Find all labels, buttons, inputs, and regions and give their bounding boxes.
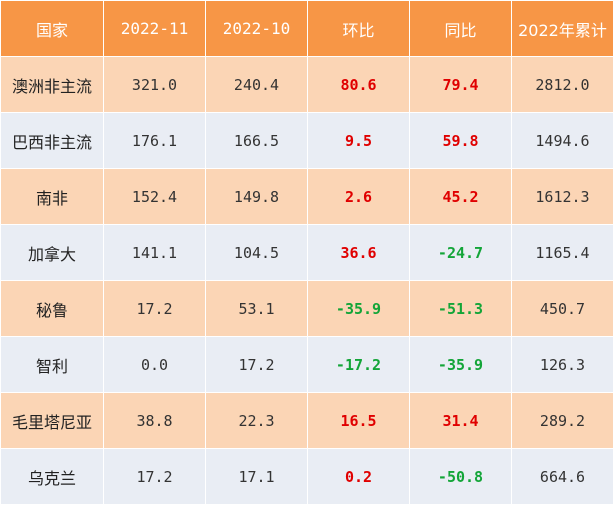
mom-cell: 16.5 (307, 392, 410, 449)
mom-cell: 9.5 (307, 112, 410, 169)
table-row: 智利 0.0 17.2 -17.2 -35.9 126.3 (0, 336, 614, 393)
country-cell: 巴西非主流 (0, 112, 104, 169)
oct-cell: 104.5 (205, 224, 308, 281)
nov-cell: 0.0 (103, 336, 206, 393)
mom-cell: -17.2 (307, 336, 410, 393)
country-cell: 智利 (0, 336, 104, 393)
ytd-cell: 126.3 (511, 336, 614, 393)
nov-cell: 321.0 (103, 56, 206, 113)
oct-cell: 166.5 (205, 112, 308, 169)
header-2022-10: 2022-10 (205, 0, 308, 57)
ytd-cell: 2812.0 (511, 56, 614, 113)
country-cell: 澳洲非主流 (0, 56, 104, 113)
table-row: 乌克兰 17.2 17.1 0.2 -50.8 664.6 (0, 448, 614, 505)
table-row: 南非 152.4 149.8 2.6 45.2 1612.3 (0, 168, 614, 225)
yoy-cell: -50.8 (409, 448, 512, 505)
country-cell: 南非 (0, 168, 104, 225)
mom-cell: -35.9 (307, 280, 410, 337)
table-row: 秘鲁 17.2 53.1 -35.9 -51.3 450.7 (0, 280, 614, 337)
country-cell: 毛里塔尼亚 (0, 392, 104, 449)
header-2022-11: 2022-11 (103, 0, 206, 57)
header-ytd-2022: 2022年累计 (511, 0, 614, 57)
yoy-cell: 31.4 (409, 392, 512, 449)
header-mom: 环比 (307, 0, 410, 57)
ytd-cell: 664.6 (511, 448, 614, 505)
mom-cell: 36.6 (307, 224, 410, 281)
oct-cell: 53.1 (205, 280, 308, 337)
oct-cell: 149.8 (205, 168, 308, 225)
yoy-cell: -51.3 (409, 280, 512, 337)
country-cell: 乌克兰 (0, 448, 104, 505)
table-row: 加拿大 141.1 104.5 36.6 -24.7 1165.4 (0, 224, 614, 281)
mom-cell: 0.2 (307, 448, 410, 505)
oct-cell: 240.4 (205, 56, 308, 113)
header-row: 国家 2022-11 2022-10 环比 同比 2022年累计 (0, 0, 614, 57)
nov-cell: 38.8 (103, 392, 206, 449)
nov-cell: 141.1 (103, 224, 206, 281)
ytd-cell: 1165.4 (511, 224, 614, 281)
header-country: 国家 (0, 0, 104, 57)
ytd-cell: 1612.3 (511, 168, 614, 225)
yoy-cell: -24.7 (409, 224, 512, 281)
mom-cell: 80.6 (307, 56, 410, 113)
nov-cell: 152.4 (103, 168, 206, 225)
table-row: 毛里塔尼亚 38.8 22.3 16.5 31.4 289.2 (0, 392, 614, 449)
yoy-cell: 79.4 (409, 56, 512, 113)
nov-cell: 17.2 (103, 280, 206, 337)
yoy-cell: -35.9 (409, 336, 512, 393)
country-cell: 秘鲁 (0, 280, 104, 337)
nov-cell: 176.1 (103, 112, 206, 169)
ytd-cell: 289.2 (511, 392, 614, 449)
table-row: 澳洲非主流 321.0 240.4 80.6 79.4 2812.0 (0, 56, 614, 113)
country-cell: 加拿大 (0, 224, 104, 281)
mom-cell: 2.6 (307, 168, 410, 225)
header-yoy: 同比 (409, 0, 512, 57)
ytd-cell: 450.7 (511, 280, 614, 337)
oct-cell: 17.1 (205, 448, 308, 505)
nov-cell: 17.2 (103, 448, 206, 505)
yoy-cell: 59.8 (409, 112, 512, 169)
table-row: 巴西非主流 176.1 166.5 9.5 59.8 1494.6 (0, 112, 614, 169)
oct-cell: 22.3 (205, 392, 308, 449)
yoy-cell: 45.2 (409, 168, 512, 225)
oct-cell: 17.2 (205, 336, 308, 393)
ytd-cell: 1494.6 (511, 112, 614, 169)
